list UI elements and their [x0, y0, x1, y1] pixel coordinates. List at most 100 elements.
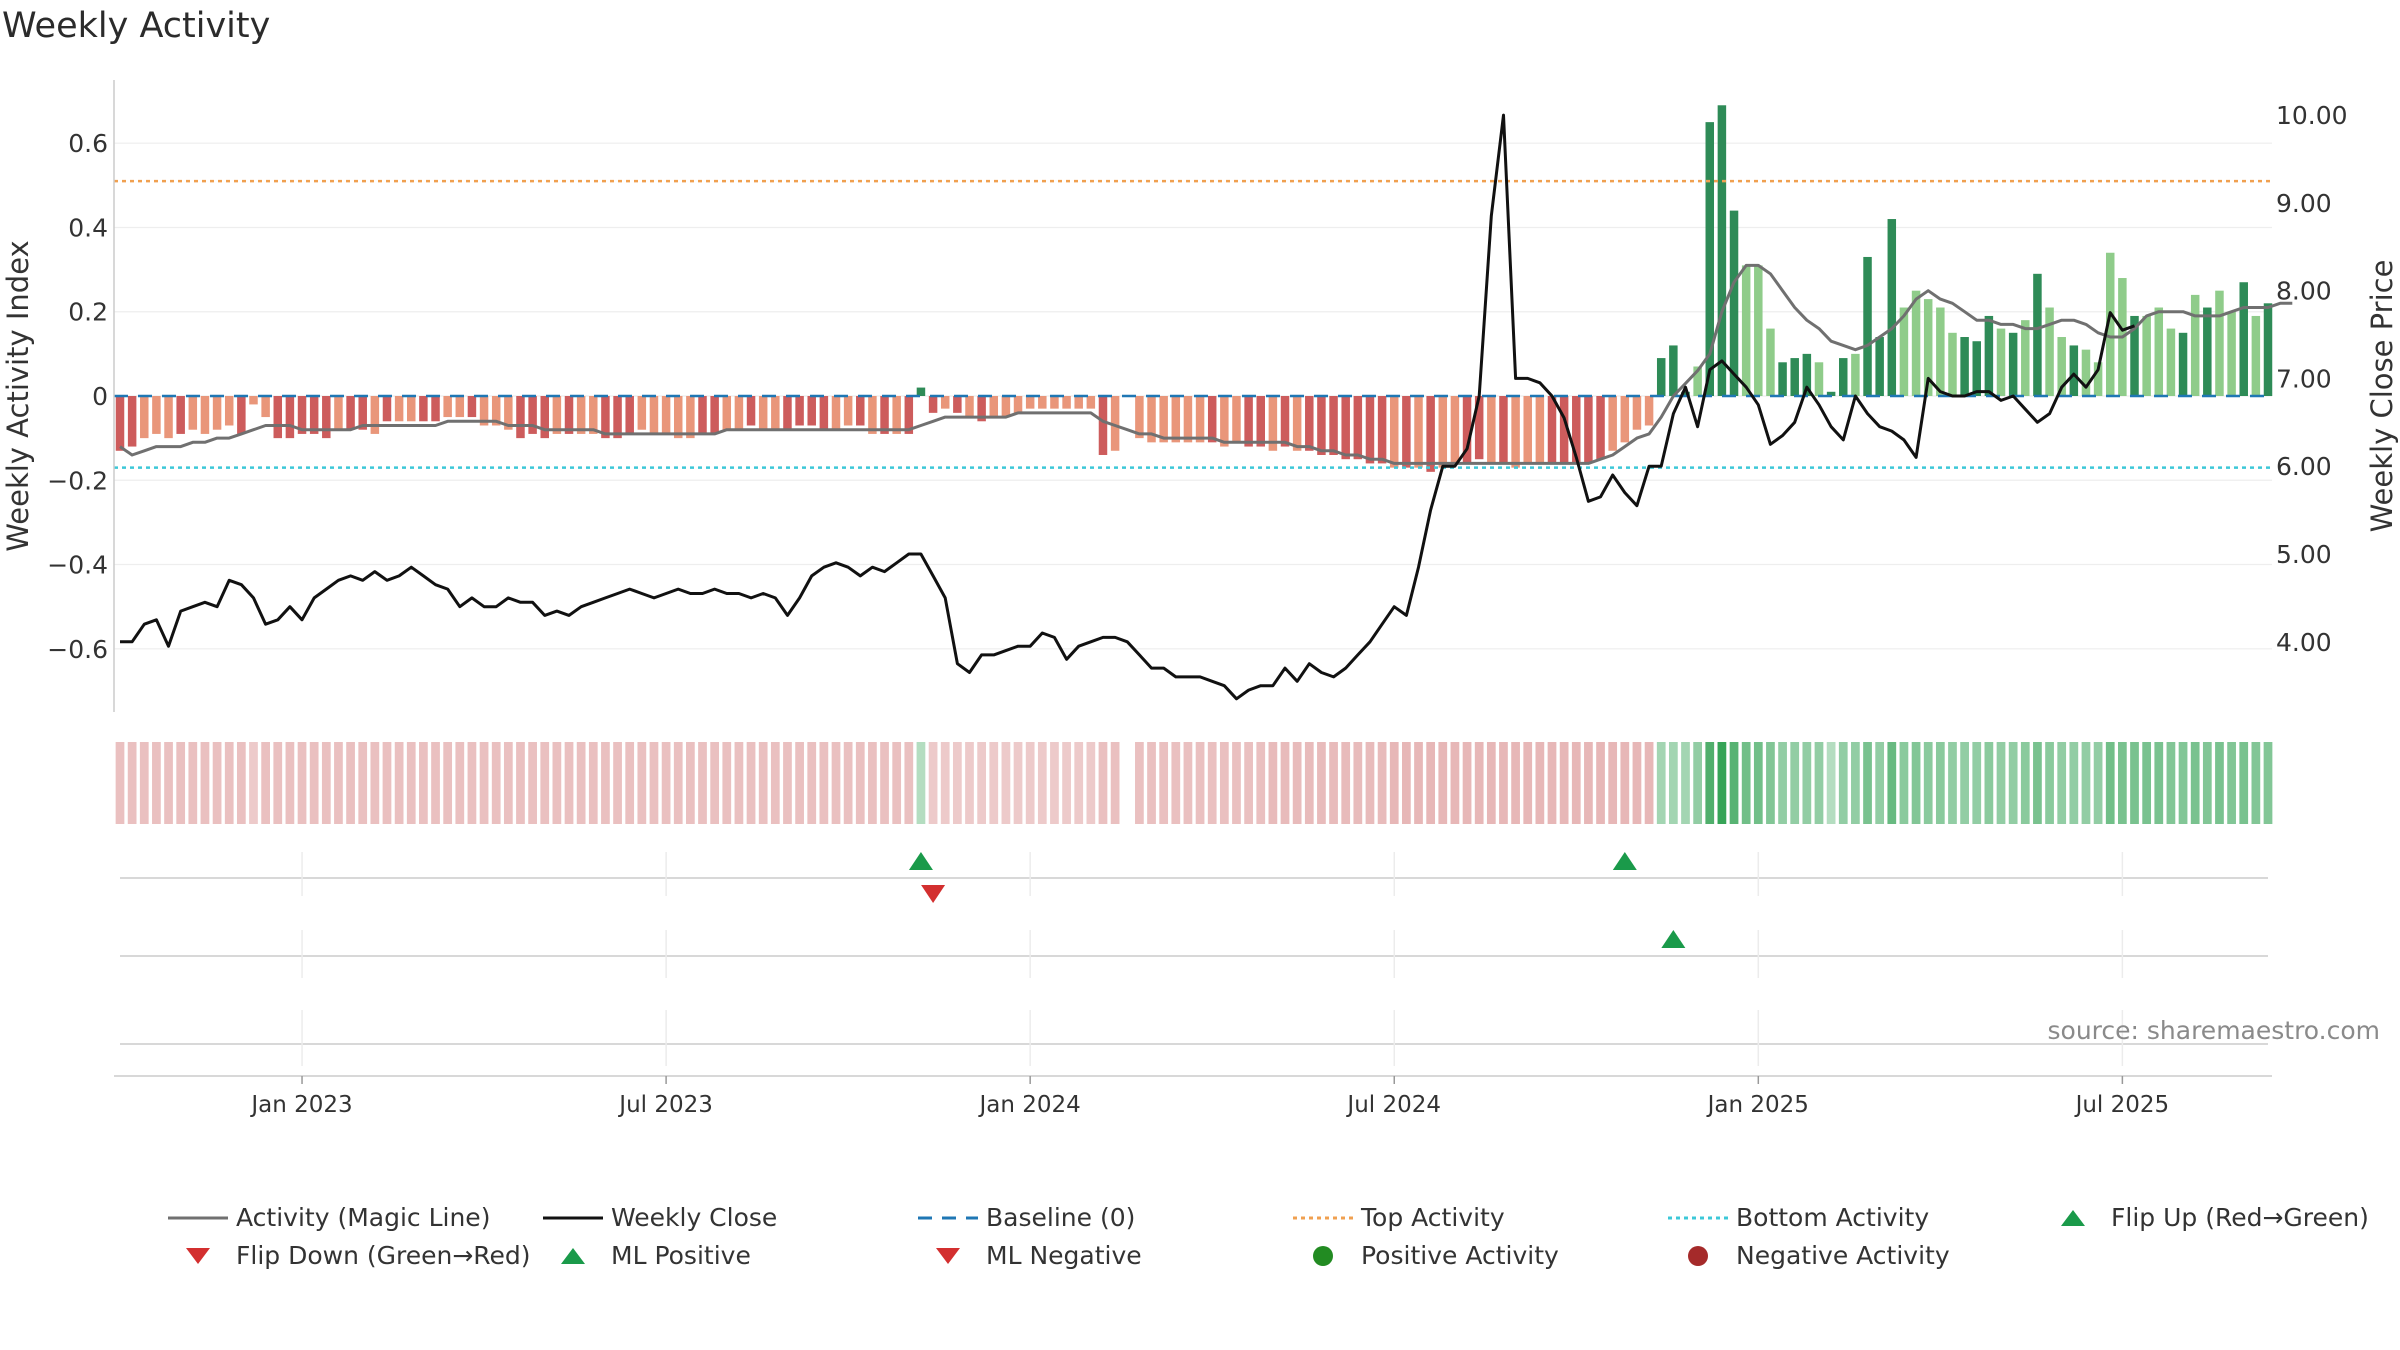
activity-bar	[1341, 396, 1350, 460]
activity-bar	[1766, 328, 1775, 396]
strip-cell	[346, 742, 355, 824]
strip-cell	[1996, 742, 2006, 824]
series-lines	[119, 113, 2293, 701]
strip-cell	[1826, 742, 1836, 824]
strip-cell	[1171, 742, 1181, 824]
activity-bar	[140, 396, 149, 439]
activity-bar	[940, 396, 950, 409]
strip-cell	[1232, 742, 1241, 824]
activity-bar	[1911, 290, 1921, 396]
activity-bar	[1098, 396, 1108, 455]
strip-cell	[564, 742, 574, 824]
activity-strip	[115, 742, 2273, 824]
strip-cell	[1511, 742, 1520, 824]
flip-down-marker	[921, 885, 946, 903]
strip-cell	[807, 742, 817, 824]
activity-bar	[1875, 337, 1884, 396]
activity-bar	[928, 396, 938, 413]
activity-bar	[868, 396, 877, 434]
activity-bar	[2081, 349, 2091, 396]
strip-cell	[1753, 742, 1763, 824]
activity-bar	[2154, 307, 2164, 396]
activity-bar	[1644, 396, 1654, 426]
activity-bar	[1207, 396, 1217, 443]
activity-bar	[2251, 315, 2261, 396]
red-triangle-down-icon	[168, 1244, 228, 1268]
x-tick-label: Jul 2023	[617, 1092, 713, 1118]
activity-bar	[1948, 332, 1957, 396]
activity-bar	[1863, 256, 1872, 396]
activity-bar	[164, 396, 173, 439]
activity-bar	[2105, 252, 2115, 396]
strip-cell	[1741, 742, 1751, 824]
strip-cell	[200, 742, 210, 824]
activity-bar	[1887, 219, 1897, 396]
activity-bar	[2057, 337, 2066, 396]
strip-cell	[455, 742, 465, 824]
activity-bar	[273, 396, 283, 439]
legend-item-flip-up: Flip Up (Red→Green)	[2043, 1203, 2369, 1232]
strip-cell	[710, 742, 720, 824]
strip-cell	[152, 742, 161, 824]
activity-bar	[1074, 396, 1083, 409]
strip-cell	[479, 742, 489, 824]
activity-bar	[1353, 396, 1363, 460]
y-tick-label: 0.4	[68, 213, 108, 242]
strip-cell	[1899, 742, 1909, 824]
y2-tick-label: 8.00	[2276, 277, 2332, 306]
legend-label: Negative Activity	[1736, 1241, 1950, 1270]
strip-cell	[1935, 742, 1945, 824]
activity-bar	[977, 396, 986, 422]
strip-cell	[1814, 742, 1824, 824]
activity-bar	[1839, 358, 1848, 396]
activity-bar	[1474, 396, 1484, 460]
activity-bar	[1365, 396, 1375, 464]
activity-bar	[1110, 396, 1120, 451]
activity-bar	[370, 396, 380, 434]
y-axis-title: Weekly Activity Index	[1, 240, 35, 551]
strip-cell	[273, 742, 283, 824]
activity-bar	[843, 396, 853, 426]
strip-cell	[406, 742, 416, 824]
axes: −0.6 −0.4 −0.2 0 0.2 0.4 0.6 4.00 5.00 6.00 7.00 8.…	[1, 80, 2399, 712]
legend-label: Bottom Activity	[1736, 1203, 1930, 1232]
activity-bar	[1147, 396, 1156, 443]
activity-bar	[1717, 105, 1727, 396]
strip-cell	[1377, 742, 1387, 824]
activity-bar	[758, 396, 768, 430]
x-tick-label: Jul 2025	[2074, 1092, 2170, 1118]
activity-bar	[285, 396, 295, 439]
orange-dot-icon	[1293, 1206, 1353, 1230]
activity-bar	[783, 396, 792, 430]
strip-cell	[394, 742, 404, 824]
strip-cell	[698, 742, 707, 824]
activity-bar	[188, 396, 198, 430]
activity-bar	[1292, 396, 1302, 451]
strip-cell	[588, 742, 598, 824]
strip-cell	[1668, 742, 1678, 824]
strip-cell	[2154, 742, 2164, 824]
green-triangle-up-icon	[543, 1244, 603, 1268]
chart-title: Weekly Activity	[2, 6, 271, 46]
strip-cell	[1147, 742, 1156, 824]
strip-cell	[613, 742, 622, 824]
activity-bar	[831, 396, 841, 430]
strip-cell	[1474, 742, 1484, 824]
strip-cell	[528, 742, 537, 824]
activity-bar	[1195, 396, 1205, 443]
activity-bar	[965, 396, 974, 418]
activity-bar	[576, 396, 586, 434]
activity-bar	[1462, 396, 1472, 464]
strip-cell	[965, 742, 974, 824]
activity-bar	[552, 396, 562, 434]
strip-cell	[1402, 742, 1411, 824]
strip-cell	[491, 742, 501, 824]
legend-label: Flip Down (Green→Red)	[236, 1241, 531, 1270]
activity-bar	[1377, 396, 1387, 464]
legend-item-weekly-close: Weekly Close	[543, 1203, 777, 1232]
strip-cell	[1025, 742, 1035, 824]
activity-bar	[1244, 396, 1253, 447]
strip-cell	[164, 742, 173, 824]
strip-cell	[1681, 742, 1690, 824]
